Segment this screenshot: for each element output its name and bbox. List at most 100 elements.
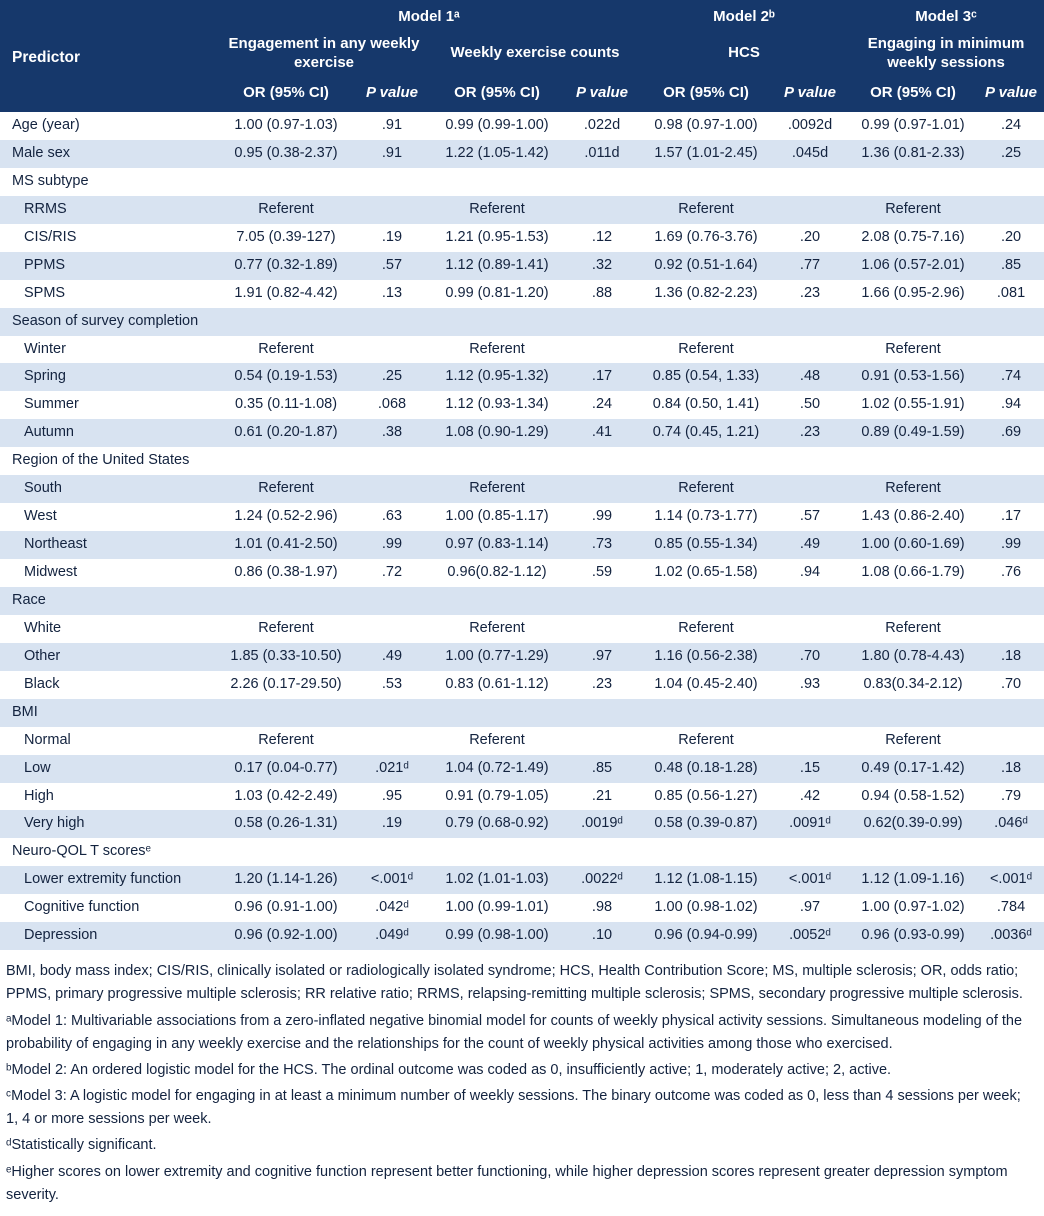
p-column-header-2: P value [564,78,641,112]
p-cell: .23 [591,675,613,692]
table-header: Predictor Model 1ᵃ Model 2ᵇ Model 3ᶜ Eng… [0,0,1044,112]
section-row: Region of the United States [0,447,1044,476]
p-cell: .25 [381,368,403,385]
p-cell: .18 [1000,759,1022,776]
row-label: Age (year) [12,117,80,133]
or-cell: 1.21 (0.95-1.53) [445,228,549,245]
p-cell: .19 [381,815,403,832]
or-cell: 0.49 (0.17-1.42) [861,759,965,776]
table-row: Black 2.26 (0.17-29.50) .53 0.83 (0.61-1.12… [0,670,1044,699]
table-row: Very high 0.58 (0.26-1.31) .19 0.79 (0.68-0… [0,810,1044,839]
or-cell: 2.26 (0.17-29.50) [230,675,342,692]
or-cell: 1.66 (0.95-2.96) [861,284,965,301]
p-cell: .49 [799,536,821,553]
p-cell: .042ᵈ [375,899,409,916]
or-cell: 1.00 (0.98-1.02) [654,899,758,916]
p-cell: .022d [583,117,621,133]
or-cell: 1.00 (0.97-1.03) [234,117,338,133]
p-cell [354,336,430,364]
or-cell: 1.04 (0.72-1.49) [445,759,549,776]
or-cell: 1.24 (0.52-2.96) [234,508,338,525]
or-cell: 0.97 (0.83-1.14) [445,536,549,553]
p-cell: .98 [591,899,613,916]
or-cell: 0.96 (0.93-0.99) [861,927,965,944]
or-cell: 0.99 (0.81-1.20) [445,284,549,301]
or-cell: 0.74 (0.45, 1.21) [652,424,760,441]
or-cell: 0.86 (0.38-1.97) [234,564,338,580]
p-cell: .99 [381,536,403,553]
p-cell: .91 [381,117,403,133]
footnote-c: ᶜModel 3: A logistic model for engaging … [6,1088,1021,1128]
section-label: Neuro-QOL T scoresᵉ [12,843,151,860]
table-row: High 1.03 (0.42-2.49) .95 0.91 (0.79-1.05).… [0,782,1044,811]
or-cell: 0.79 (0.68-0.92) [445,815,549,832]
p-cell: .15 [799,759,821,776]
p-cell [978,727,1044,755]
p-cell [564,475,640,503]
table-row: Normal Referent Referent Referent Referent [0,726,1044,755]
p-cell: .13 [381,284,403,301]
p-cell: .70 [799,647,821,664]
or-column-header-1: OR (95% CI) [218,78,354,112]
or-cell: 1.08 (0.90-1.29) [445,424,549,441]
or-cell: 0.99 (0.97-1.01) [861,117,965,133]
section-row: Neuro-QOL T scoresᵉ [0,838,1044,867]
p-cell: .53 [381,675,403,692]
or-cell: 0.91 (0.79-1.05) [445,787,549,804]
or-cell: 1.06 (0.57-2.01) [861,256,965,273]
p-cell [354,727,430,755]
or-cell: 1.12 (0.95-1.32) [445,368,549,385]
p-cell: .32 [591,256,613,273]
p-cell: .57 [799,508,821,525]
table-row: CIS/RIS 7.05 (0.39-127) .19 1.21 (0.95-1.53… [0,223,1044,252]
or-cell: Referent [885,731,941,748]
p-cell: .49 [381,647,403,664]
or-column-header-4: OR (95% CI) [848,78,979,112]
or-cell: 0.94 (0.58-1.52) [861,787,965,804]
p-cell [354,196,430,224]
p-cell: .23 [799,424,821,441]
footnote-a: ᵃModel 1: Multivariable associations fro… [6,1012,1023,1052]
or-cell: 1.22 (1.05-1.42) [445,144,549,161]
or-cell: 1.12 (0.89-1.41) [445,256,549,273]
p-cell: .17 [1000,508,1022,525]
p-cell: .94 [1000,396,1022,413]
outcome-header-minimum-sessions: Engaging in minimum weekly sessions [848,30,1044,79]
or-cell: Referent [469,731,525,748]
table-row: Other 1.85 (0.33-10.50) .49 1.00 (0.77-1.29… [0,642,1044,671]
p-cell [772,336,848,364]
or-cell: 0.89 (0.49-1.59) [861,424,965,441]
or-cell: 1.43 (0.86-2.40) [861,508,965,525]
row-label: Winter [24,340,66,357]
row-label: RRMS [24,200,67,217]
row-label: Other [24,647,61,664]
p-cell [978,336,1044,364]
or-cell: Referent [678,619,734,636]
or-cell: 0.84 (0.50, 1.41) [652,396,760,413]
p-cell: .38 [381,424,403,441]
table-row: Summer 0.35 (0.11-1.08) .068 1.12 (0.93-1.3… [0,391,1044,420]
or-cell: Referent [258,619,314,636]
p-cell [772,615,848,643]
p-cell: .784 [996,899,1026,916]
section-row: Season of survey completion [0,307,1044,336]
p-cell: .011d [584,144,620,161]
section-label: Race [12,591,46,608]
p-cell: .94 [799,564,821,580]
or-cell: 0.85 (0.54, 1.33) [652,368,760,385]
table-row: Cognitive function 0.96 (0.91-1.00) .042ᵈ 1… [0,894,1044,923]
table-row: West 1.24 (0.52-2.96) .63 1.00 (0.85-1.17).… [0,503,1044,532]
row-label: PPMS [24,256,66,273]
row-label: Very high [24,815,85,832]
p-cell [772,196,848,224]
p-cell: .20 [799,228,821,245]
or-cell: 0.92 (0.51-1.64) [654,256,758,273]
or-cell: Referent [469,200,525,217]
row-label: White [24,619,62,636]
or-cell: 1.01 (0.41-2.50) [234,536,338,553]
p-cell: .99 [1000,536,1022,553]
p-cell: .10 [591,927,613,944]
p-cell: .021ᵈ [375,759,409,776]
p-cell: .0019ᵈ [581,815,623,832]
